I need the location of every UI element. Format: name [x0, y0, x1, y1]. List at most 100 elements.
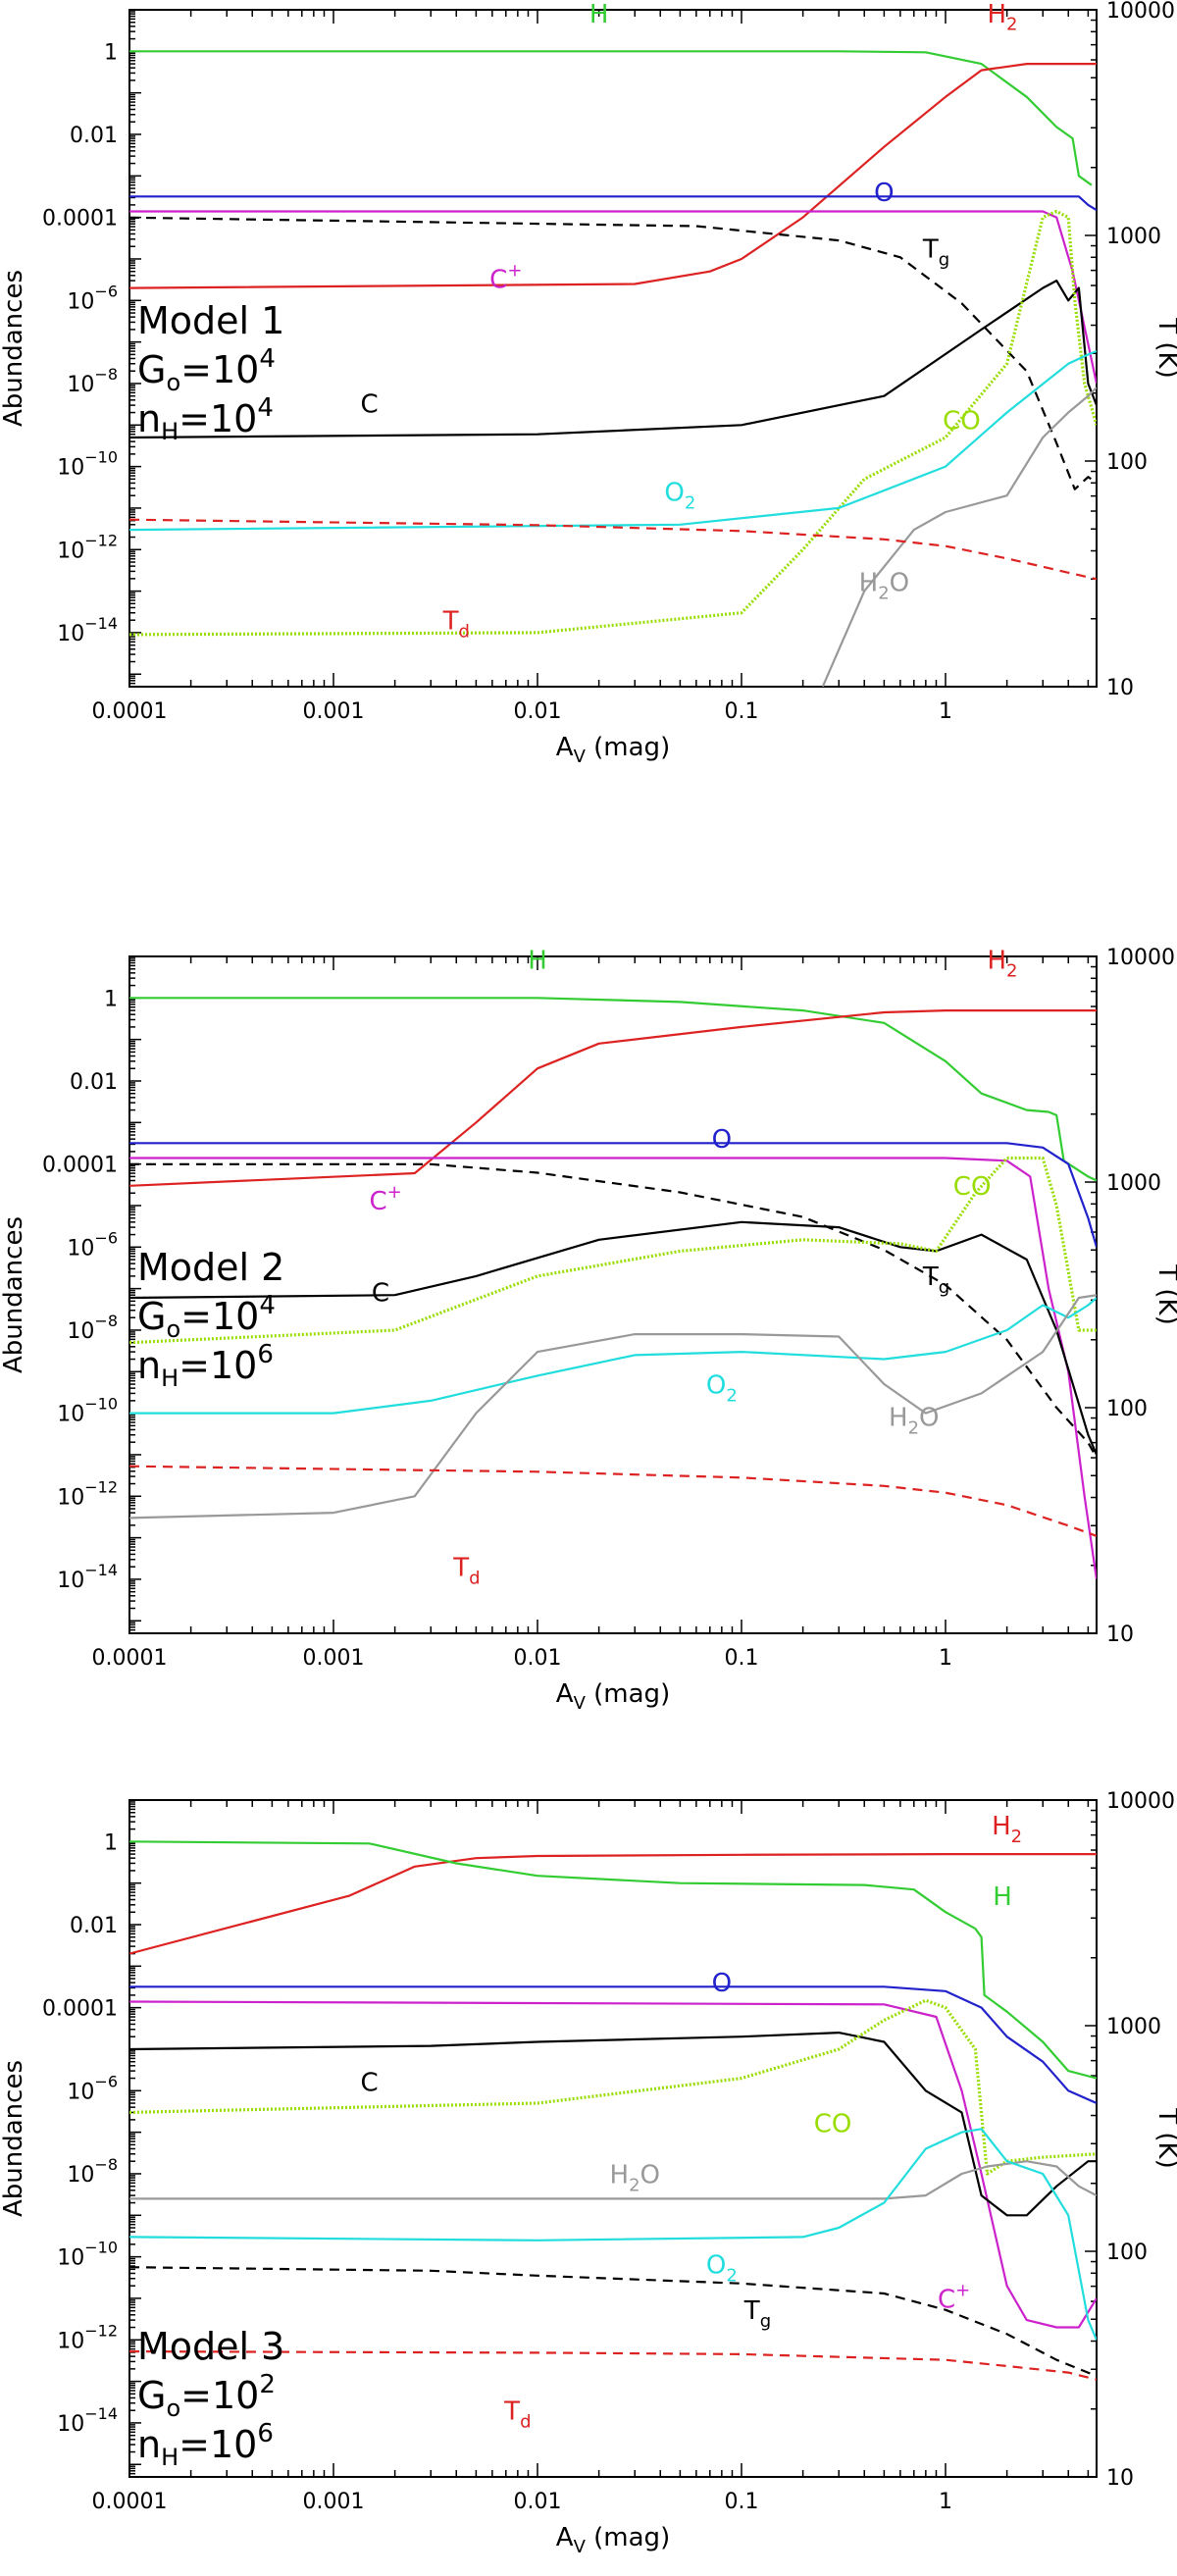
panel-model-1: 0.0001 0.001 0.01 0.1 110.010.000110−610−810…	[0, 0, 1177, 767]
y-tick-label: 0.0001	[42, 1997, 118, 2022]
series-label-o2: O2	[706, 2250, 738, 2286]
model-nh: nH=106	[137, 2419, 274, 2471]
y-tick-exponent: −8	[94, 365, 118, 384]
series-line-td	[129, 1465, 1097, 1537]
series-label-sub: g	[939, 249, 949, 270]
series-label-sub: 2	[878, 584, 889, 604]
series-line-co	[129, 209, 1097, 637]
series-label-tg: Tg	[743, 2296, 771, 2332]
y-tick-exponent: −14	[84, 2404, 118, 2423]
series-line-td	[129, 518, 1097, 581]
y-tick-label: 1	[104, 987, 118, 1011]
y-tick-base: 1	[104, 40, 118, 65]
model-nh-sub: H	[161, 2444, 179, 2471]
model-go-exp: 2	[259, 2370, 276, 2399]
y-tick-label: 0.01	[70, 1914, 118, 1938]
series-label-sub: 2	[1011, 1827, 1022, 1847]
series-label-base: CO	[953, 1172, 992, 1202]
model-go: Go=104	[137, 344, 276, 396]
series-line-c	[129, 2032, 1097, 2217]
series-line-h2	[129, 1852, 1097, 1955]
model-nh-sub: H	[161, 1365, 179, 1392]
series-label-sup: +	[955, 2280, 970, 2300]
series-group	[129, 50, 1097, 687]
y-tick-label: 10−14	[57, 1561, 118, 1593]
series-label-sup: +	[507, 261, 522, 282]
y-tick-base: 0.01	[70, 124, 118, 148]
series-label-sub: 2	[685, 492, 695, 513]
series-label-h2: H2	[992, 1812, 1022, 1847]
y2-tick-label: 10000	[1106, 0, 1175, 24]
y-tick-base: 1	[104, 1830, 118, 1855]
series-label-h: H	[993, 1882, 1012, 1912]
y2-tick-label: 100	[1106, 1397, 1148, 1421]
model-nh: nH=104	[137, 393, 274, 445]
series-line-co	[129, 1156, 1097, 1345]
x-axis-title-base: A	[556, 2523, 574, 2552]
y-tick-label: 10−6	[67, 1228, 118, 1261]
series-label-base: O	[664, 478, 684, 507]
y-tick-exponent: −12	[84, 2321, 118, 2340]
series-label-base: H	[987, 0, 1006, 29]
series-label-base: T	[503, 2396, 520, 2426]
series-line-o2	[129, 2128, 1097, 2341]
y2-tick-label: 10000	[1106, 946, 1175, 970]
series-group	[129, 997, 1097, 1580]
y-tick-exponent: −10	[84, 2239, 118, 2257]
series-line-h2o	[821, 386, 1097, 687]
series-line-td	[129, 2350, 1097, 2381]
series-label-base: H	[987, 947, 1006, 976]
series-line-c-plus	[129, 1157, 1097, 1580]
y-tick-label: 10−8	[67, 2155, 118, 2188]
y-tick-base: 10	[57, 1569, 84, 1593]
y2-axis-title: T (K)	[1152, 317, 1177, 378]
series-label-c-plus: C+	[369, 1182, 401, 1216]
series-label-base: H	[992, 1812, 1011, 1841]
y-tick-base: 10	[57, 2412, 84, 2437]
series-label-base: C	[369, 1187, 386, 1216]
model-go: Go=104	[137, 1291, 276, 1343]
model-go-symbol: G	[137, 1295, 166, 1338]
series-line-h	[129, 50, 1093, 186]
model-nh-base: =10	[179, 397, 257, 440]
y2-tick-label: 10	[1106, 676, 1134, 700]
series-line-h	[129, 1840, 1097, 2080]
y-tick-base: 10	[57, 456, 84, 481]
y2-tick-label: 10000	[1106, 1789, 1175, 1814]
y-tick-label: 10−14	[57, 2404, 118, 2437]
x-tick-label: 0.01	[514, 699, 562, 724]
series-label-h: H	[589, 0, 609, 29]
panel-model-3: 0.0001 0.001 0.01 0.1 110.010.000110−610−810…	[0, 1789, 1177, 2557]
model-nh: nH=106	[137, 1340, 274, 1392]
y-tick-exponent: −12	[84, 531, 118, 549]
y-axis-title: Abundances	[0, 2060, 28, 2217]
series-label-base: C	[489, 266, 507, 295]
series-label-base: O	[706, 1370, 726, 1400]
x-tick-label: 0.1	[725, 2490, 759, 2514]
y-tick-base: 10	[67, 289, 94, 314]
series-label-base: O	[712, 1125, 732, 1155]
series-label-sub: g	[939, 1277, 949, 1298]
series-label-o: O	[874, 179, 894, 208]
model-nh-exp: 6	[257, 1340, 274, 1369]
y-tick-base: 0.01	[70, 1070, 118, 1095]
series-label-tail: O	[919, 1403, 939, 1432]
x-axis-title: AV (mag)	[556, 1679, 670, 1714]
y-tick-base: 10	[67, 2163, 94, 2188]
model-title: Model 2	[137, 1246, 284, 1289]
series-label-h2: H2	[987, 947, 1017, 982]
series-line-co	[129, 1998, 1097, 2176]
series-line-c-plus	[129, 2000, 1097, 2329]
y2-tick-label: 1000	[1106, 1171, 1161, 1196]
model-nh-symbol: n	[137, 397, 161, 440]
series-label-base: T	[452, 1553, 469, 1582]
y-tick-base: 10	[57, 539, 84, 563]
series-label-base: H	[859, 569, 879, 598]
y-tick-label: 1	[104, 1830, 118, 1855]
series-label-base: C	[938, 2285, 955, 2314]
y-tick-base: 0.0001	[42, 1997, 118, 2022]
y-tick-base: 10	[57, 2329, 84, 2353]
